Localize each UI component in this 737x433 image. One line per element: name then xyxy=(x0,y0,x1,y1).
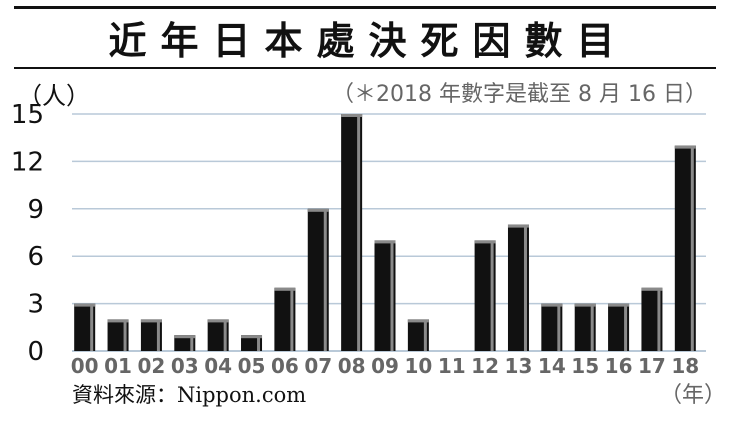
x-tick-label: 12 xyxy=(471,354,499,378)
bar-shade xyxy=(257,336,261,351)
bar-shade xyxy=(123,320,127,351)
bar xyxy=(374,240,396,351)
bar-shade xyxy=(590,304,594,351)
x-tick-label: 00 xyxy=(71,354,99,378)
bar-shade xyxy=(490,241,494,351)
bar-top xyxy=(74,303,96,307)
source-credit: 資料來源：Nippon.com xyxy=(72,383,307,407)
bar-shade xyxy=(290,288,294,351)
x-tick-label: 09 xyxy=(371,354,399,378)
bar xyxy=(107,319,129,351)
x-tick-label: 18 xyxy=(671,354,699,378)
y-tick-label: 9 xyxy=(27,195,44,225)
x-tick-label: 02 xyxy=(137,354,165,378)
x-tick-label: 10 xyxy=(404,354,432,378)
bar-shade xyxy=(223,320,227,351)
bar-top xyxy=(107,319,129,323)
bar xyxy=(474,240,496,351)
bar-shade xyxy=(657,288,661,351)
bar-shade xyxy=(390,241,394,351)
bar-top xyxy=(174,335,196,339)
bar xyxy=(274,287,296,351)
bar-shade xyxy=(190,336,194,351)
bar xyxy=(641,287,663,351)
bar-top xyxy=(207,319,229,323)
x-tick-label: 01 xyxy=(104,354,132,378)
bar-top xyxy=(474,240,496,244)
bar-top xyxy=(507,224,529,228)
bar-shade xyxy=(90,304,94,351)
bar-top xyxy=(574,303,596,307)
y-unit-label: （人） xyxy=(18,82,90,110)
y-tick-label: 12 xyxy=(11,147,44,177)
bar-shade xyxy=(624,304,628,351)
title-underline xyxy=(14,67,716,69)
x-tick-label: 08 xyxy=(338,354,366,378)
bar xyxy=(140,319,162,351)
bar xyxy=(241,335,263,351)
x-tick-label: 07 xyxy=(304,354,332,378)
bar xyxy=(307,208,329,351)
bar-top xyxy=(140,319,162,323)
bar-shade xyxy=(323,209,327,351)
x-unit-label: （年） xyxy=(660,383,727,408)
bar-shade xyxy=(423,320,427,351)
bar xyxy=(541,303,563,351)
bar-top xyxy=(641,287,663,291)
bar-top xyxy=(541,303,563,307)
x-tick-label: 14 xyxy=(538,354,566,378)
bar-shade xyxy=(156,320,160,351)
x-tick-label: 15 xyxy=(571,354,599,378)
x-tick-label: 16 xyxy=(605,354,633,378)
bar xyxy=(207,319,229,351)
x-tick-label: 03 xyxy=(171,354,199,378)
bar-shade xyxy=(557,304,561,351)
bar xyxy=(174,335,196,351)
bar-shade xyxy=(523,225,527,351)
bar-shade xyxy=(690,146,694,351)
bar xyxy=(574,303,596,351)
x-tick-label: 17 xyxy=(638,354,666,378)
x-tick-label: 11 xyxy=(438,354,466,378)
bar-shade xyxy=(357,115,361,351)
data-note: （＊2018 年數字是截至 8 月 16 日） xyxy=(332,82,707,107)
bar-top xyxy=(274,287,296,291)
bar-top xyxy=(374,240,396,244)
bar xyxy=(341,114,363,351)
bar-top xyxy=(608,303,630,307)
y-tick-label: 0 xyxy=(27,337,44,367)
bar-top xyxy=(307,208,329,212)
x-tick-label: 04 xyxy=(204,354,232,378)
bar-top xyxy=(241,335,263,339)
bar xyxy=(608,303,630,351)
y-tick-label: 15 xyxy=(11,100,44,130)
x-tick-label: 06 xyxy=(271,354,299,378)
bar xyxy=(407,319,429,351)
y-tick-label: 3 xyxy=(27,290,44,320)
bar xyxy=(74,303,96,351)
x-tick-label: 13 xyxy=(505,354,533,378)
bar-top xyxy=(407,319,429,323)
top-rule xyxy=(14,6,716,9)
bar xyxy=(507,224,529,351)
y-tick-label: 6 xyxy=(27,242,44,272)
bar xyxy=(674,145,696,351)
x-tick-label: 05 xyxy=(238,354,266,378)
bar-top xyxy=(674,145,696,149)
bar-top xyxy=(341,114,363,117)
chart-title: 近年日本處決死因數目 xyxy=(108,19,629,63)
